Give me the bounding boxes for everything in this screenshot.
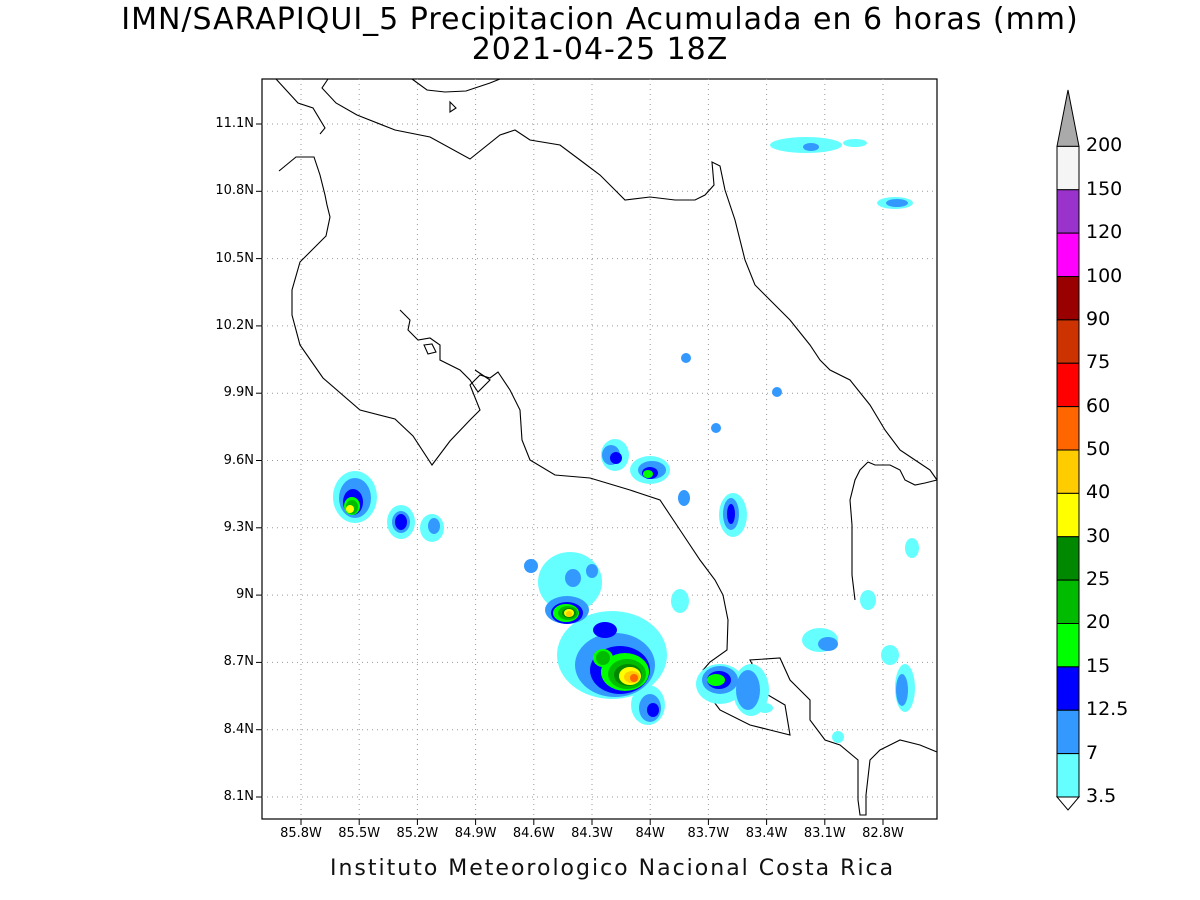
colorbar-label: 75 bbox=[1086, 351, 1111, 374]
colorbar-segment bbox=[1056, 622, 1080, 668]
lat-label: 9.3N bbox=[223, 519, 254, 535]
lon-label: 84.3W bbox=[571, 826, 613, 841]
colorbar-segment bbox=[1056, 449, 1080, 494]
colorbar-label: 120 bbox=[1086, 221, 1123, 244]
colorbar-segment bbox=[1056, 666, 1080, 711]
lat-label: 8.4N bbox=[223, 721, 254, 737]
lat-label: 10.8N bbox=[215, 183, 254, 199]
lon-label: 82.8W bbox=[862, 826, 904, 841]
colorbar-label: 15 bbox=[1086, 654, 1111, 677]
colorbar-label: 90 bbox=[1086, 307, 1111, 330]
footer-credit: Instituto Meteorologico Nacional Costa R… bbox=[330, 856, 896, 881]
coastlines bbox=[275, 78, 938, 816]
colorbar-label: 40 bbox=[1086, 481, 1111, 504]
lat-label: 11.1N bbox=[215, 116, 254, 131]
colorbar-label: 12.5 bbox=[1086, 698, 1129, 721]
colorbar-segment bbox=[1056, 709, 1080, 755]
lon-label: 84.6W bbox=[512, 826, 555, 841]
lon-label: 83.7W bbox=[687, 826, 730, 841]
colorbar-segment bbox=[1056, 492, 1080, 538]
precipitation-field bbox=[333, 137, 919, 743]
colorbar-label: 100 bbox=[1086, 264, 1123, 287]
axis-ticks bbox=[256, 123, 884, 825]
lon-label: 84W bbox=[635, 826, 665, 841]
colorbar-segment bbox=[1056, 753, 1080, 798]
colorbar-label: 150 bbox=[1086, 177, 1123, 200]
lon-label: 84.9W bbox=[454, 826, 497, 841]
colorbar-segment bbox=[1056, 189, 1080, 234]
colorbar-segment bbox=[1056, 579, 1080, 624]
colorbar-label: 30 bbox=[1086, 524, 1111, 547]
lon-label: 85.5W bbox=[338, 826, 381, 841]
lat-label: 10.2N bbox=[215, 317, 254, 333]
lat-label: 10.5N bbox=[215, 250, 254, 266]
colorbar-bottom-arrow bbox=[1055, 796, 1081, 811]
lat-label: 8.7N bbox=[223, 654, 254, 670]
lat-label: 9.6N bbox=[223, 452, 254, 468]
colorbar-label: 25 bbox=[1086, 568, 1111, 591]
lon-label: 83.4W bbox=[745, 826, 788, 841]
colorbar-segment bbox=[1056, 536, 1080, 581]
colorbar-label: 3.5 bbox=[1086, 784, 1117, 807]
colorbar-segment bbox=[1056, 232, 1080, 278]
lon-label: 85.2W bbox=[396, 826, 439, 841]
colorbar-label: 60 bbox=[1086, 394, 1111, 417]
colorbar bbox=[1055, 89, 1081, 811]
map-frame bbox=[261, 78, 938, 820]
colorbar-label: 7 bbox=[1086, 741, 1099, 764]
colorbar-segment bbox=[1056, 406, 1080, 451]
lon-label: 85.8W bbox=[280, 826, 322, 841]
colorbar-top-arrow bbox=[1056, 89, 1080, 147]
colorbar-segment bbox=[1056, 362, 1080, 408]
lat-label: 9.9N bbox=[223, 385, 254, 401]
colorbar-label: 20 bbox=[1086, 611, 1111, 634]
map-title: IMN/SARAPIQUI_5 Precipitacion Acumulada … bbox=[121, 2, 1079, 37]
colorbar-segment bbox=[1056, 276, 1080, 321]
map-subtitle: 2021-04-25 18Z bbox=[471, 32, 729, 67]
map-grid bbox=[262, 79, 937, 819]
colorbar-segment bbox=[1056, 319, 1080, 364]
lon-label: 83.1W bbox=[803, 826, 846, 841]
colorbar-label: 50 bbox=[1086, 438, 1111, 460]
lat-label: 9N bbox=[236, 587, 254, 603]
colorbar-label: 200 bbox=[1086, 134, 1123, 157]
lat-label: 8.1N bbox=[223, 789, 254, 804]
colorbar-segment bbox=[1056, 145, 1080, 191]
